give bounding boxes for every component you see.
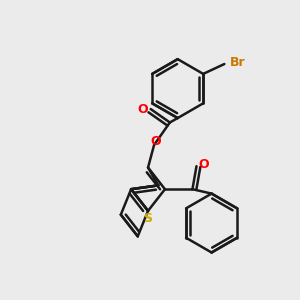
Text: S: S <box>143 212 152 225</box>
Text: O: O <box>137 103 148 116</box>
Text: O: O <box>198 158 209 171</box>
Text: O: O <box>151 135 161 148</box>
Text: Br: Br <box>230 56 246 68</box>
